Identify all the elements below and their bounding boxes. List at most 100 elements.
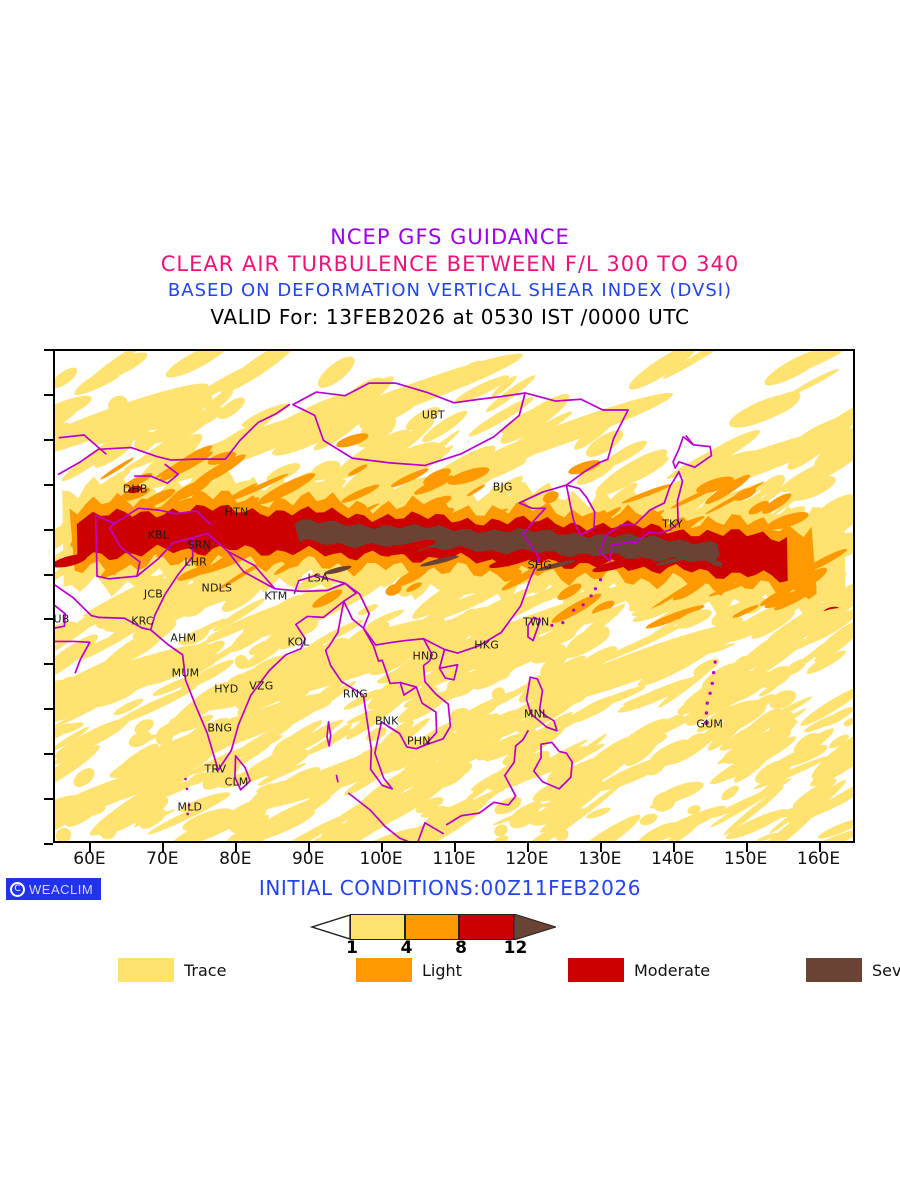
legend-item-trace: Trace [118, 958, 226, 982]
x-tick-mark [818, 843, 821, 852]
x-tick-mark [235, 843, 238, 852]
weaclim-logo: C WEACLIM [6, 878, 102, 900]
title-valid-time: VALID For: 13FEB2026 at 0530 IST /0000 U… [210, 305, 690, 329]
y-tick-mark [44, 349, 53, 351]
x-tick-mark [381, 843, 384, 852]
y-tick-mark [44, 393, 53, 396]
city-label: LHR [184, 555, 208, 569]
city-label: KTM [264, 589, 288, 603]
x-tick-label: 120E [505, 849, 549, 869]
legend-item-moderate: Moderate [568, 958, 710, 982]
y-tick-mark [44, 708, 53, 711]
city-label: MUM [171, 666, 200, 680]
city-label: SRN [187, 538, 212, 552]
city-label: BJG [492, 480, 513, 494]
colorbar-ticks: 1 4 8 12 [346, 938, 568, 960]
x-tick-mark [745, 843, 748, 852]
x-tick-label: 130E [578, 849, 622, 869]
city-label-layer: DUB KRC KBL DHB HTN SRN LHR NDLS JCB AHM MUM HYD VZG… [55, 351, 853, 841]
city-label: DHB [122, 482, 148, 496]
city-label: KOL [287, 635, 310, 649]
x-tick-mark [89, 843, 92, 852]
y-tick-mark [44, 753, 53, 756]
x-tick-mark [162, 843, 165, 852]
city-label: KRC [131, 614, 154, 628]
city-label: TWN [522, 615, 550, 629]
city-label: AHM [170, 631, 197, 645]
x-tick-label: 160E [796, 849, 841, 869]
legend-swatch [356, 958, 412, 982]
city-label: KBL [147, 528, 170, 542]
colorbar-tick-label: 1 [346, 938, 358, 958]
legend: Trace Light Moderate Severe [0, 958, 900, 984]
city-label: CLM [224, 775, 249, 789]
copyright-icon: C [10, 881, 25, 897]
legend-label: Severe [872, 960, 900, 980]
city-label: BNG [207, 721, 233, 735]
y-tick-mark [44, 618, 53, 621]
title-subject: CLEAR AIR TURBULENCE BETWEEN F/L 300 TO … [160, 252, 740, 276]
x-tick-label: 60E [73, 849, 106, 869]
legend-label: Light [422, 960, 462, 980]
city-label: TRV [204, 762, 227, 776]
legend-swatch [568, 958, 624, 982]
colorbar-tick-label: 8 [455, 938, 467, 958]
x-tick-label: 140E [651, 849, 695, 869]
colorbar-tick-label: 12 [503, 938, 528, 958]
legend-item-light: Light [356, 958, 462, 982]
y-tick-mark [44, 528, 53, 531]
colorbar-tick-label: 4 [400, 938, 413, 958]
city-label: UBT [421, 408, 445, 422]
legend-item-severe: Severe [806, 958, 900, 982]
y-tick-mark [44, 843, 53, 845]
city-label: RNG [342, 687, 368, 701]
colorbar [310, 914, 568, 940]
map-plot: 55N50N45N40N35N30N25N20N15N10N5NEQ 60E70… [44, 349, 855, 869]
city-label: HNO [412, 649, 439, 663]
x-tick-mark [454, 843, 456, 852]
map-frame: DUB KRC KBL DHB HTN SRN LHR NDLS JCB AHM MUM HYD VZG… [53, 349, 855, 843]
legend-swatch [118, 958, 174, 982]
logo-text: WEACLIM [29, 881, 94, 897]
x-tick-label: 80E [219, 849, 252, 869]
colorbar-segment-light [404, 914, 459, 940]
page-title: NCEP GFS GUIDANCE [330, 225, 570, 249]
city-label: VZG [249, 679, 274, 693]
colorbar-right-arrow-severe [513, 914, 556, 940]
x-tick-label: 90E [291, 849, 325, 869]
y-tick-mark [44, 483, 53, 486]
legend-swatch [806, 958, 862, 982]
cat-contour-field [55, 351, 853, 841]
x-tick-mark [672, 843, 675, 852]
city-label: HKG [474, 638, 499, 652]
y-tick-mark [44, 573, 53, 576]
x-tick-label: 70E [146, 849, 179, 869]
x-tick-label: 150E [724, 849, 768, 869]
city-label: DUB [53, 612, 70, 626]
title-method: BASED ON DEFORMATION VERTICAL SHEAR INDE… [167, 280, 733, 301]
colorbar-segment-trace [350, 914, 405, 940]
city-label: TKY [662, 517, 683, 531]
city-label: SHG [527, 558, 553, 572]
city-label: HYD [214, 682, 239, 696]
x-tick-mark [599, 843, 602, 852]
legend-label: Moderate [634, 960, 711, 980]
city-label: GUM [696, 717, 724, 731]
colorbar-segment-moderate [459, 914, 514, 940]
city-label: HTN [224, 505, 249, 519]
x-tick-mark [308, 843, 311, 852]
city-label: PHN [406, 734, 431, 748]
x-tick-mark [526, 843, 529, 852]
city-label: JCB [143, 587, 163, 600]
y-tick-mark [44, 663, 53, 666]
city-label: BNK [374, 714, 399, 728]
city-label: LSA [307, 571, 329, 585]
y-tick-mark [44, 438, 53, 441]
x-tick-label: 100E [359, 849, 403, 869]
legend-label: Trace [184, 960, 227, 980]
city-label: MLD [177, 800, 203, 814]
city-label: NDLS [201, 581, 233, 595]
title-block: NCEP GFS GUIDANCE CLEAR AIR TURBULENCE B… [0, 224, 900, 330]
x-tick-label: 110E [432, 849, 476, 869]
city-label: MNL [523, 707, 549, 721]
